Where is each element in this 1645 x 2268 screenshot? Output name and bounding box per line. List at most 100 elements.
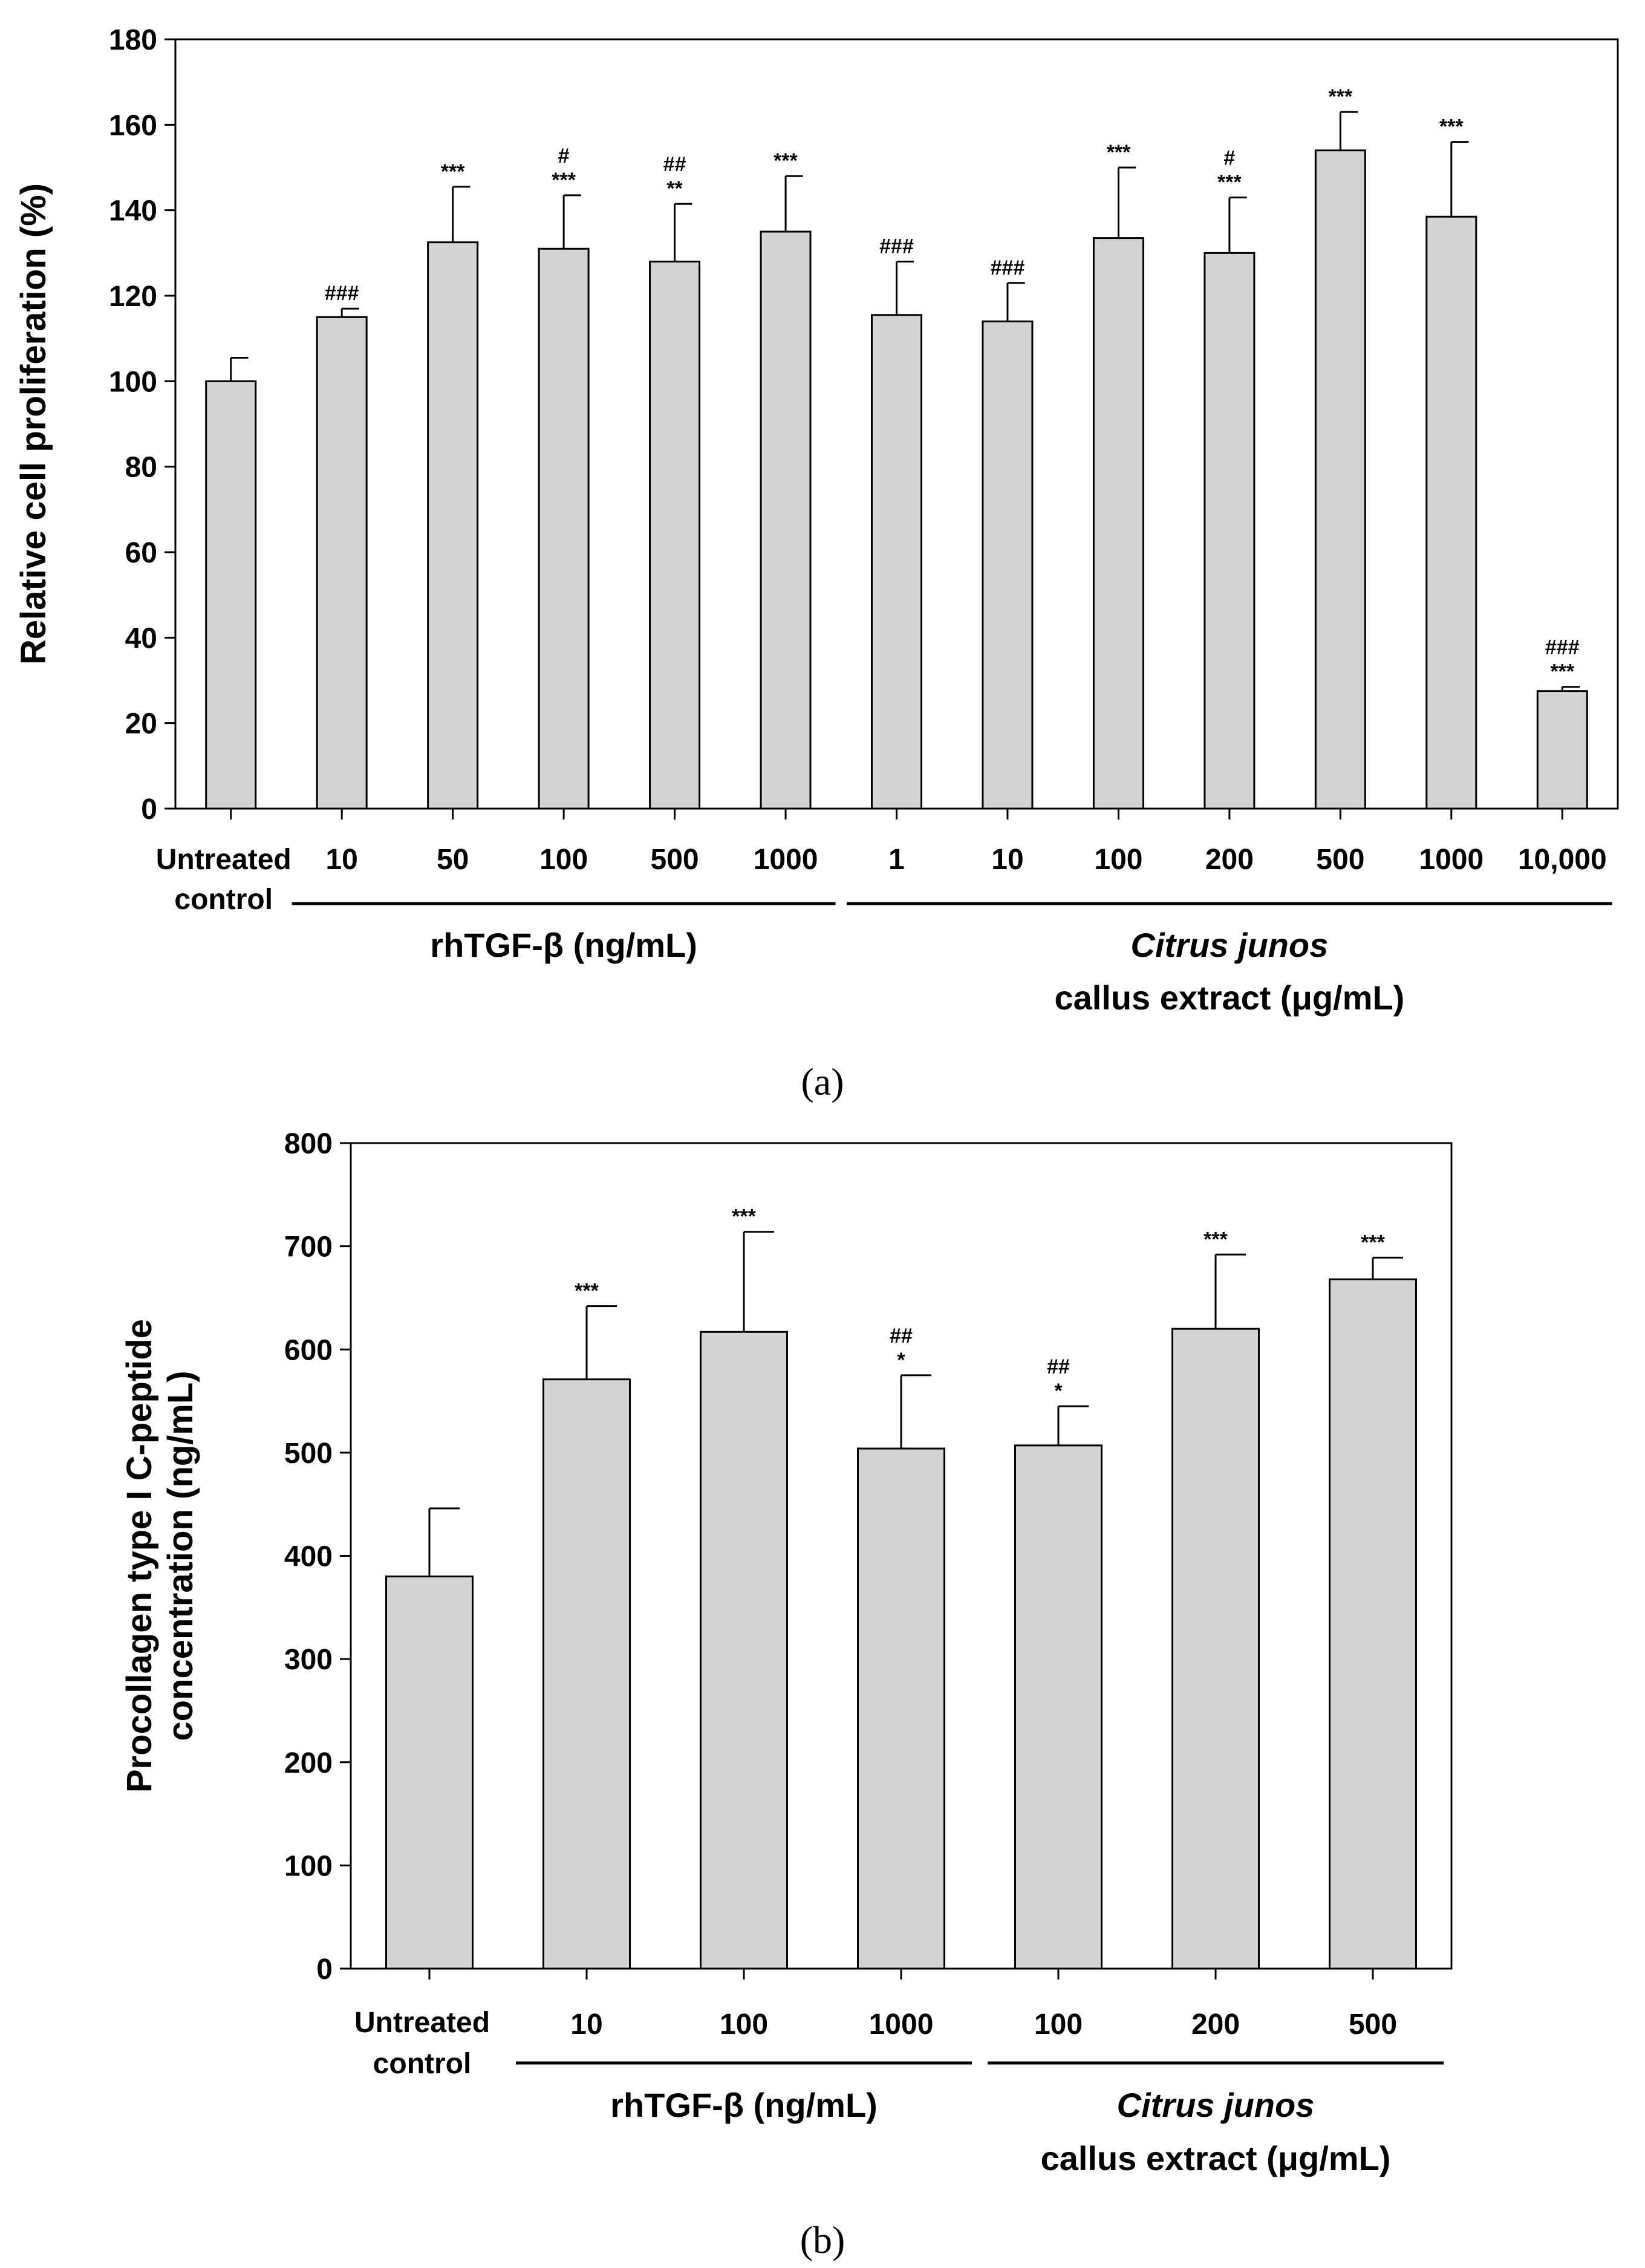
y-tick-label: 100 (109, 366, 157, 398)
significance-label: *** (1550, 660, 1574, 683)
control-label-line2: control (174, 884, 273, 916)
significance-label: *** (1107, 141, 1131, 164)
x-tick-label: 10 (570, 2009, 602, 2041)
y-axis-title: Relative cell proliferation (%) (14, 183, 53, 665)
y-tick-label: 0 (141, 793, 157, 826)
y-tick-label: 60 (125, 537, 157, 569)
x-tick-label: 1 (888, 844, 905, 876)
bar (1425, 215, 1477, 810)
significance-label: *** (1439, 116, 1464, 138)
significance-label: *** (732, 1205, 756, 1228)
significance-label: ## (1047, 1355, 1070, 1378)
significance-label: * (1054, 1380, 1063, 1403)
y-tick-label: 800 (284, 1128, 333, 1160)
x-tick-label: 500 (1316, 844, 1364, 876)
significance-label: *** (552, 169, 576, 192)
bar (1204, 252, 1256, 810)
x-tick-label: 100 (720, 2009, 768, 2041)
bar (205, 380, 257, 810)
bar (1314, 149, 1366, 810)
control-label-line1: Untreated (354, 2007, 490, 2039)
y-tick-label: 0 (316, 1954, 333, 1986)
y-tick-label: 180 (109, 24, 157, 56)
bar (542, 1378, 631, 1970)
control-label-line2: control (373, 2048, 472, 2080)
y-tick-label: 200 (284, 1747, 333, 1779)
significance-label: ## (890, 1325, 913, 1347)
significance-label: *** (1217, 171, 1242, 194)
bar (760, 230, 812, 810)
y-tick-label: 700 (284, 1231, 333, 1263)
x-tick-label: 100 (1094, 844, 1142, 876)
bar (1014, 1444, 1103, 1970)
panel-b-chart: 0100200300400500600700800*******##*##***… (120, 1128, 1453, 2261)
y-tick-label: 500 (284, 1438, 333, 1470)
bar (385, 1576, 474, 1970)
group-label-italic: Citrus junos (1131, 926, 1329, 964)
y-tick-label: 300 (284, 1644, 333, 1676)
group-label: rhTGF-β (ng/mL) (610, 2086, 878, 2124)
significance-label: *** (1328, 85, 1352, 108)
x-tick-label: 500 (651, 844, 699, 876)
bar (1536, 690, 1588, 810)
y-tick-label: 140 (109, 195, 157, 227)
bar (982, 320, 1034, 810)
x-tick-label: 10 (325, 844, 357, 876)
control-label-line1: Untreated (156, 844, 292, 876)
bar (538, 247, 590, 810)
y-tick-label: 120 (109, 281, 157, 313)
significance-label: # (1223, 146, 1235, 169)
bar (871, 314, 922, 810)
significance-label: ### (1545, 636, 1580, 659)
bar (1171, 1328, 1260, 1970)
y-axis-title: Procollagen type I C-peptideconcentratio… (120, 1319, 200, 1793)
significance-label: *** (774, 149, 798, 172)
significance-label: ### (325, 282, 359, 305)
x-tick-label: 1000 (1419, 844, 1484, 876)
bar (1329, 1278, 1417, 1970)
x-tick-label: 500 (1349, 2009, 1397, 2041)
x-tick-label: 1000 (754, 844, 818, 876)
bar (857, 1447, 945, 1970)
bar (1092, 237, 1144, 810)
y-tick-label: 600 (284, 1334, 333, 1366)
x-tick-label: 10 (991, 844, 1023, 876)
significance-label: *** (1204, 1228, 1228, 1251)
y-tick-label: 160 (109, 109, 157, 142)
group-label-italic: Citrus junos (1117, 2086, 1315, 2124)
x-tick-label: 50 (437, 844, 469, 876)
x-tick-label: 1000 (869, 2009, 934, 2041)
group-label: rhTGF-β (ng/mL) (430, 926, 697, 964)
y-tick-label: 40 (125, 622, 157, 654)
group-label: callus extract (μg/mL) (1041, 2139, 1391, 2177)
bar (316, 316, 368, 810)
y-axis-title-line2: concentration (ng/mL) (161, 1370, 200, 1741)
significance-label: ### (991, 256, 1025, 279)
y-tick-label: 80 (125, 452, 157, 484)
x-tick-label: 10,000 (1518, 844, 1607, 876)
group-label: callus extract (μg/mL) (1054, 979, 1404, 1017)
significance-label: ** (666, 177, 683, 200)
bar (649, 260, 701, 810)
panel-label: (a) (801, 1060, 844, 1103)
y-axis-title-line1: Procollagen type I C-peptide (120, 1319, 159, 1793)
x-tick-label: 100 (1034, 2009, 1083, 2041)
y-tick-label: 20 (125, 708, 157, 740)
significance-label: ## (663, 153, 686, 176)
significance-label: *** (575, 1280, 599, 1303)
y-tick-label: 100 (284, 1850, 333, 1882)
x-tick-label: 200 (1191, 2009, 1240, 2041)
panel-label: (b) (800, 2218, 845, 2261)
significance-label: *** (1361, 1231, 1385, 1254)
y-tick-label: 400 (284, 1541, 333, 1573)
significance-label: * (897, 1349, 905, 1372)
x-tick-label: 200 (1205, 844, 1254, 876)
significance-label: # (558, 145, 570, 168)
significance-label: *** (441, 160, 465, 183)
x-tick-label: 100 (539, 844, 588, 876)
bar (427, 241, 479, 810)
bar (700, 1331, 788, 1970)
significance-label: ### (879, 235, 914, 258)
